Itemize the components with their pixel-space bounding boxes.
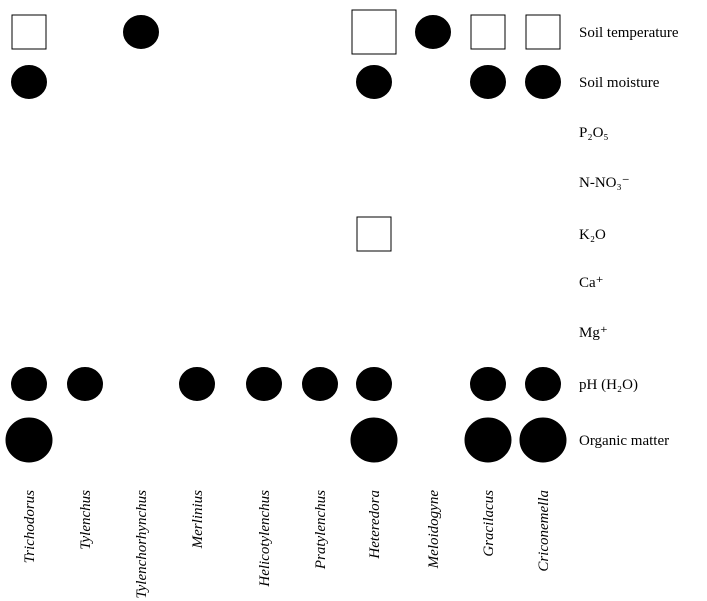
column-label-helicotylenchus: Helicotylenchus [257,490,273,588]
circle-marker-ph-trichodorus [11,367,47,401]
circle-marker-soil_moist-heteredora [356,65,392,99]
circle-marker-soil_temp-meloidogyne [415,15,451,49]
circle-marker-om-gracilacus [464,417,512,463]
circle-marker-ph-merlinius [179,367,215,401]
row-label-ca: Ca⁺ [579,275,604,291]
row-label-mg: Mg⁺ [579,325,608,341]
square-marker-soil_temp-trichodorus [11,14,47,50]
row-label-soil_temp: Soil temperature [579,25,679,41]
circle-marker-soil_moist-trichodorus [11,65,47,99]
circle-marker-ph-criconemella [525,367,561,401]
column-label-meloidogyne: Meloidogyne [426,490,442,570]
column-label-trichodorus: Trichodorus [22,490,38,564]
markers [5,9,567,463]
circle-marker-om-criconemella [519,417,567,463]
square-marker-soil_temp-gracilacus [470,14,506,50]
row-label-om: Organic matter [579,433,669,449]
circle-marker-ph-pratylenchus [302,367,338,401]
circle-marker-om-heteredora [350,417,398,463]
square-marker-k2o-heteredora [356,216,392,252]
column-label-tylenchus: Tylenchus [78,490,94,550]
circle-marker-om-trichodorus [5,417,53,463]
circle-marker-soil_moist-criconemella [525,65,561,99]
circle-marker-ph-heteredora [356,367,392,401]
square-marker-soil_temp-heteredora [351,9,397,55]
column-label-heteredora: Heteredora [367,490,383,560]
column-label-criconemella: Criconemella [536,490,552,572]
row-label-n_no3: N-NO₃⁻ [579,175,630,191]
row-label-ph: pH (H₂O) [579,377,638,393]
column-label-merlinius: Merlinius [190,490,206,549]
column-labels: Trichodorus Tylenchus Tylenchorhynchus Merl… [22,490,552,599]
circle-marker-ph-gracilacus [470,367,506,401]
circle-marker-ph-tylenchus [67,367,103,401]
square-marker-soil_temp-criconemella [525,14,561,50]
column-label-pratylenchus: Pratylenchus [313,490,329,570]
circle-marker-soil_temp-tylenchorhynchus [123,15,159,49]
row-label-k2o: K₂O [579,227,606,243]
column-label-gracilacus: Gracilacus [481,490,497,557]
row-label-p2o5: P₂O₅ [579,125,609,141]
circle-marker-soil_moist-gracilacus [470,65,506,99]
row-labels: Soil temperature Soil moisture P₂O₅ N-NO₃⁻ K… [579,25,679,449]
column-label-tylenchorhynchus: Tylenchorhynchus [134,490,150,599]
circle-marker-ph-helicotylenchus [246,367,282,401]
row-label-soil_moist: Soil moisture [579,75,660,91]
